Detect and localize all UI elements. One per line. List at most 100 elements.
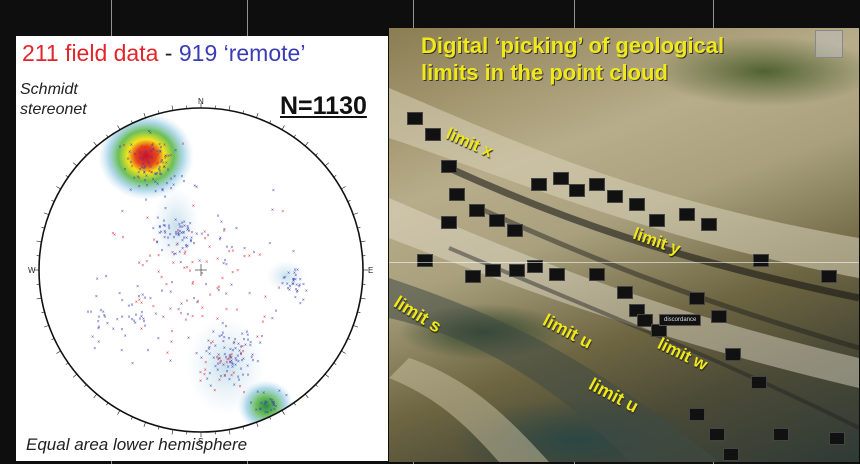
pick-marker[interactable] <box>589 178 605 191</box>
pole-point: × <box>97 319 100 325</box>
pick-marker[interactable] <box>441 160 457 173</box>
pole-point: × <box>184 249 187 255</box>
pick-marker[interactable] <box>489 214 505 227</box>
pole-point: × <box>162 165 165 171</box>
pole-point: × <box>163 224 166 230</box>
pole-point: × <box>140 165 143 171</box>
pick-marker[interactable] <box>701 218 717 231</box>
pick-marker[interactable] <box>773 428 789 441</box>
pick-marker[interactable] <box>485 264 501 277</box>
pole-point: × <box>231 364 234 370</box>
pick-marker[interactable] <box>689 292 705 305</box>
pole-point: × <box>208 371 211 377</box>
pick-marker[interactable] <box>725 348 741 361</box>
field-data-label: 211 field data <box>22 40 159 66</box>
pole-point: × <box>131 361 134 367</box>
rim-tick <box>36 240 42 243</box>
pole-point: × <box>231 270 234 276</box>
pole-point: × <box>228 377 231 383</box>
pole-point: × <box>152 304 155 310</box>
pick-marker[interactable] <box>711 310 727 323</box>
stereonet-type-label: Schmidt stereonet <box>20 80 87 120</box>
pole-point: × <box>161 188 164 194</box>
pole-point: × <box>241 344 244 350</box>
pole-point: × <box>195 231 198 237</box>
pick-marker[interactable] <box>679 208 695 221</box>
pick-marker[interactable] <box>829 432 845 445</box>
rim-tick <box>269 416 271 420</box>
pole-point: × <box>246 333 249 339</box>
pole-point: × <box>233 383 236 389</box>
pole-point: × <box>256 335 259 341</box>
pick-marker[interactable] <box>569 184 585 197</box>
pole-point: × <box>239 352 242 358</box>
pick-marker[interactable] <box>417 254 433 267</box>
pick-marker[interactable] <box>821 270 837 283</box>
pick-marker[interactable] <box>689 408 705 421</box>
pole-point: × <box>231 362 234 368</box>
pole-point: × <box>218 377 221 383</box>
pole-point: × <box>121 209 124 215</box>
rim-tick <box>360 297 366 300</box>
pick-marker[interactable] <box>617 286 633 299</box>
pole-point: × <box>156 215 159 221</box>
pick-marker[interactable] <box>723 448 739 461</box>
pole-point: × <box>203 229 206 235</box>
pole-point: × <box>157 167 160 173</box>
rim-tick <box>315 384 318 387</box>
pole-point: × <box>182 230 185 236</box>
pole-point: × <box>171 329 174 335</box>
pole-point: × <box>150 155 153 161</box>
pole-point: × <box>169 153 172 159</box>
pole-point: × <box>152 177 155 183</box>
pick-marker[interactable] <box>507 224 523 237</box>
pick-marker[interactable] <box>753 254 769 267</box>
pole-point: × <box>292 277 295 283</box>
pole-point: × <box>186 244 189 250</box>
pick-marker[interactable] <box>527 260 543 273</box>
pole-point: × <box>240 367 243 373</box>
pole-point: × <box>143 296 146 302</box>
pole-point: × <box>167 236 170 242</box>
pick-marker[interactable] <box>531 178 547 191</box>
pole-point: × <box>175 232 178 238</box>
pole-point: × <box>138 317 141 323</box>
pick-marker[interactable] <box>553 172 569 185</box>
pick-marker[interactable] <box>629 198 645 211</box>
pole-point: × <box>225 360 228 366</box>
pick-marker[interactable] <box>637 314 653 327</box>
pole-point: × <box>155 171 158 177</box>
pick-marker[interactable] <box>407 112 423 125</box>
pole-point: × <box>285 393 288 399</box>
close-icon[interactable] <box>815 30 843 58</box>
pole-point: × <box>185 298 188 304</box>
pick-marker[interactable] <box>449 188 465 201</box>
discordance-label: discordance <box>664 317 697 323</box>
pick-marker[interactable] <box>441 216 457 229</box>
pick-marker[interactable] <box>709 428 725 441</box>
pole-point: × <box>230 245 233 251</box>
pick-marker[interactable] <box>469 204 485 217</box>
pick-marker[interactable] <box>549 268 565 281</box>
pick-marker[interactable] <box>589 268 605 281</box>
pole-point: × <box>164 154 167 160</box>
pole-point: × <box>161 187 164 193</box>
pole-point: × <box>214 343 217 349</box>
pick-marker[interactable] <box>509 264 525 277</box>
pick-marker[interactable] <box>649 214 665 227</box>
pick-marker[interactable] <box>607 190 623 203</box>
pole-point: × <box>211 339 214 345</box>
pole-point: × <box>165 181 168 187</box>
pole-point: × <box>129 160 132 166</box>
pole-point: × <box>123 143 126 149</box>
pole-point: × <box>195 184 198 190</box>
pick-marker[interactable] <box>751 376 767 389</box>
discordance-marker[interactable]: discordance <box>659 314 702 326</box>
pole-point: × <box>157 152 160 158</box>
pole-point: × <box>201 314 204 320</box>
pick-marker[interactable] <box>425 128 441 141</box>
rim-tick <box>353 212 359 215</box>
pole-point: × <box>193 183 196 189</box>
pick-marker[interactable] <box>465 270 481 283</box>
rim-tick <box>242 426 244 430</box>
